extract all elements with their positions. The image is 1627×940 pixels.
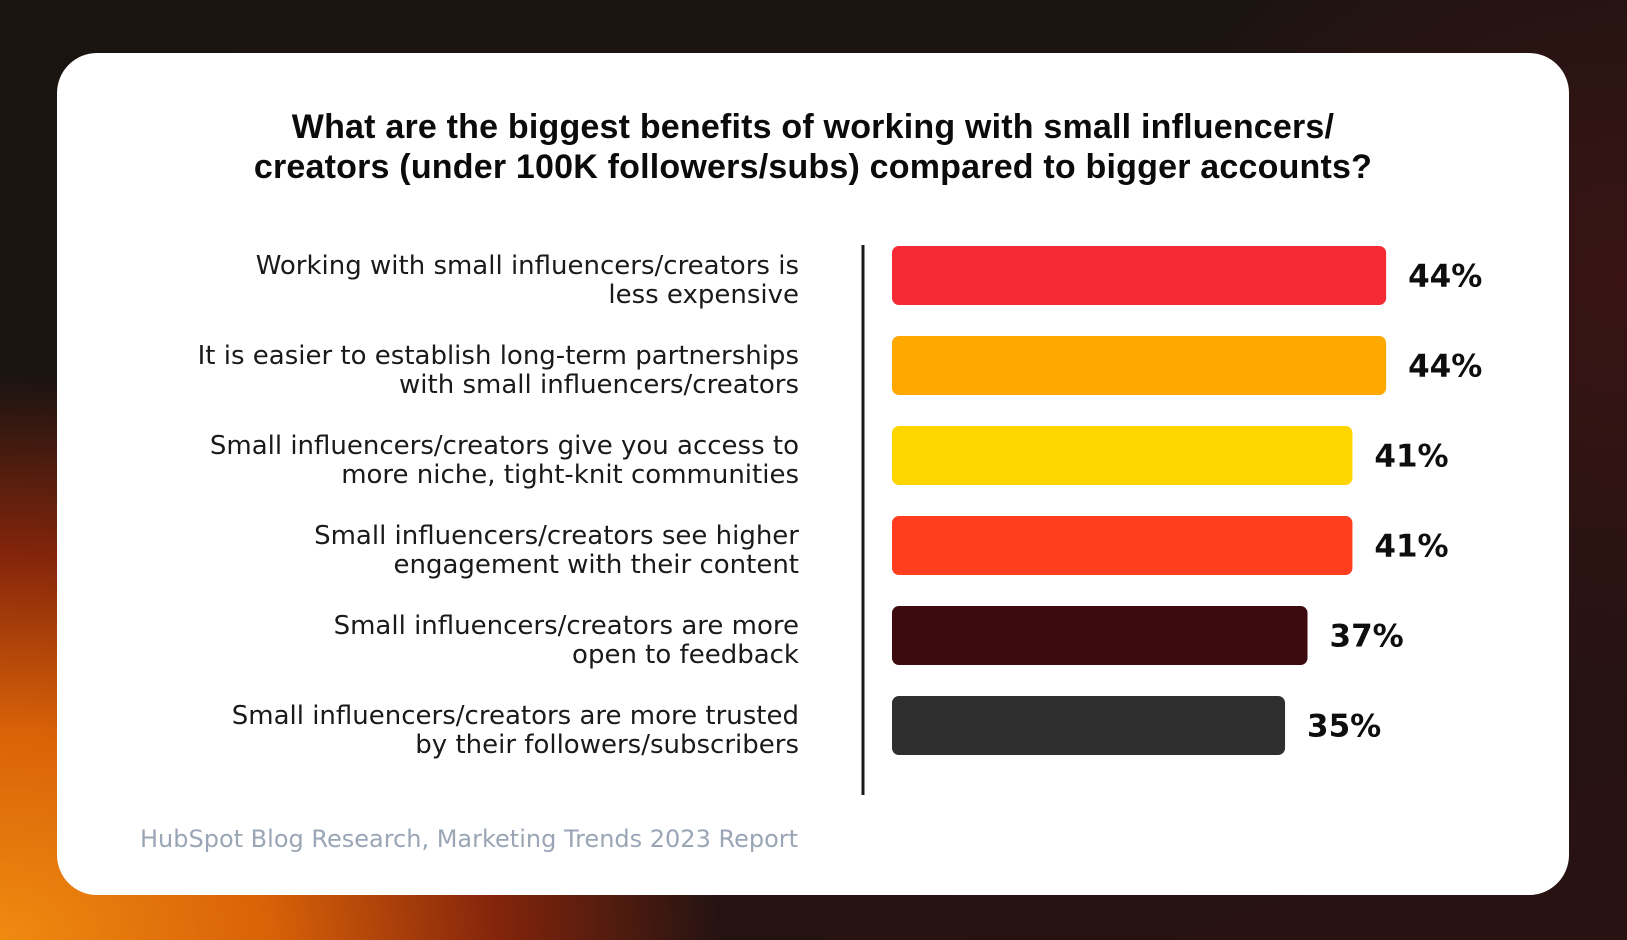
- category-label-2-line-2: with small influencers/creators: [399, 370, 799, 400]
- value-label-1: 44%: [1408, 259, 1482, 295]
- bar-6: [892, 696, 1286, 755]
- category-label-5-line-2: open to feedback: [572, 640, 799, 670]
- bar-5: [892, 606, 1308, 665]
- category-label-4-line-1: Small influencers/creators see higher: [314, 521, 799, 551]
- value-label-3: 41%: [1374, 439, 1448, 475]
- category-label-2: It is easier to establish long-term part…: [198, 341, 799, 400]
- category-label-6-line-2: by their followers/subscribers: [415, 730, 799, 760]
- chart-title: What are the biggest benefits of working…: [57, 107, 1569, 187]
- value-label-5: 37%: [1330, 619, 1404, 655]
- bar-1: [892, 246, 1387, 305]
- category-label-5-line-1: Small influencers/creators are more: [334, 611, 799, 641]
- chart-card: What are the biggest benefits of working…: [57, 53, 1569, 895]
- category-label-3-line-1: Small influencers/creators give you acce…: [210, 431, 799, 461]
- bar-chart: 44% Working with small influencers/creato…: [198, 245, 1482, 795]
- bar-3: [892, 426, 1353, 485]
- category-label-4: Small influencers/creators see higher eng…: [314, 521, 799, 580]
- category-label-1-line-2: less expensive: [608, 280, 799, 310]
- value-label-6: 35%: [1307, 709, 1381, 745]
- bar-4: [892, 516, 1353, 575]
- category-label-3: Small influencers/creators give you acce…: [210, 431, 799, 490]
- bar-2: [892, 336, 1387, 395]
- category-label-1: Working with small influencers/creators …: [256, 251, 799, 310]
- source-note: HubSpot Blog Research, Marketing Trends …: [140, 825, 799, 853]
- value-label-2: 44%: [1408, 349, 1482, 385]
- category-label-4-line-2: engagement with their content: [394, 550, 800, 580]
- chart-title-line-1: What are the biggest benefits of working…: [291, 108, 1335, 146]
- category-label-3-line-2: more niche, tight-knit communities: [341, 460, 799, 490]
- value-label-4: 41%: [1374, 529, 1448, 565]
- bars-group: 44% Working with small influencers/creato…: [198, 246, 1482, 760]
- category-label-6: Small influencers/creators are more trus…: [232, 701, 799, 760]
- category-label-6-line-1: Small influencers/creators are more trus…: [232, 701, 799, 731]
- category-label-1-line-1: Working with small influencers/creators …: [256, 251, 799, 281]
- category-label-2-line-1: It is easier to establish long-term part…: [198, 341, 799, 371]
- category-label-5: Small influencers/creators are more open …: [334, 611, 799, 670]
- chart-title-line-2: creators (under 100K followers/subs) com…: [253, 148, 1373, 186]
